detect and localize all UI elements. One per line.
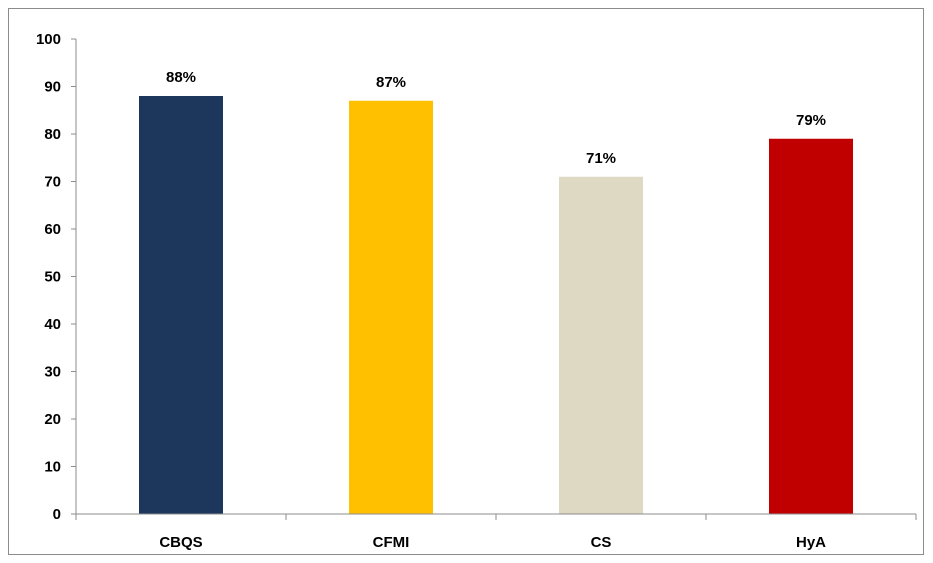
x-tick-label-cbqs: CBQS bbox=[159, 534, 202, 551]
y-tick-label: 50 bbox=[44, 269, 61, 286]
data-label-cfmi: 87% bbox=[376, 74, 406, 91]
y-tick-label: 100 bbox=[36, 31, 61, 48]
x-tick-label-cfmi: CFMI bbox=[373, 534, 410, 551]
x-tick-label-cs: CS bbox=[591, 534, 612, 551]
x-tick-label-hya: HyA bbox=[796, 534, 826, 551]
y-tick-label: 30 bbox=[44, 364, 61, 381]
bar-cs bbox=[559, 176, 643, 514]
data-label-hya: 79% bbox=[796, 112, 826, 129]
data-label-cs: 71% bbox=[586, 150, 616, 167]
x-axis-ticks: CBQS CFMI CS HyA bbox=[75, 514, 917, 551]
bar-cbqs bbox=[139, 96, 223, 514]
y-axis-ticks: 0 10 20 30 40 50 60 70 80 90 100 bbox=[36, 31, 76, 523]
y-tick-label: 20 bbox=[44, 411, 61, 428]
bars: 88% 87% 71% 79% bbox=[139, 69, 853, 514]
y-tick-label: 60 bbox=[44, 221, 61, 238]
bar-cfmi bbox=[349, 100, 433, 514]
bar-hya bbox=[769, 138, 853, 514]
y-tick-label: 0 bbox=[53, 506, 61, 523]
data-label-cbqs: 88% bbox=[166, 69, 196, 86]
y-tick-label: 90 bbox=[44, 79, 61, 96]
y-tick-label: 70 bbox=[44, 174, 61, 191]
y-tick-label: 40 bbox=[44, 316, 61, 333]
y-tick-label: 10 bbox=[44, 459, 61, 476]
y-tick-label: 80 bbox=[44, 126, 61, 143]
